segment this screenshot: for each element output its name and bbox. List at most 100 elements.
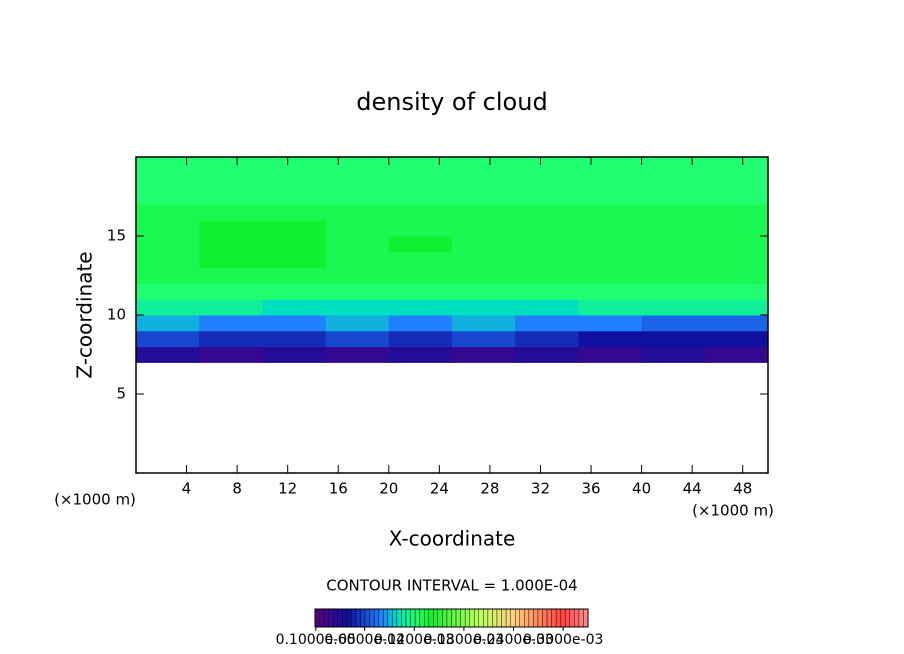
colorbar-swatch [446,608,452,628]
heatmap-cell [452,204,516,221]
heatmap-cell [452,315,516,332]
heatmap-cell [199,315,263,332]
heatmap-cell [199,251,263,269]
heatmap-cell [452,188,516,205]
colorbar-swatch [414,608,420,628]
x-tick-label: 8 [232,480,242,498]
heatmap-cell [704,299,769,316]
colorbar-swatch [333,608,338,628]
heatmap-cell [199,204,263,221]
heatmap-cell [388,283,453,300]
heatmap-cell [325,299,390,316]
heatmap-cell [136,157,200,174]
colorbar-swatch [401,608,407,628]
x-tick-label: 24 [430,480,449,498]
heatmap-cell [199,236,263,253]
heatmap-cell [641,204,706,221]
x-tick-label: 32 [531,480,550,498]
colorbar-swatch [387,608,393,628]
heatmap-cell [325,330,390,348]
colorbar-swatch [560,608,566,628]
y-tick-label: 10 [107,306,126,324]
heatmap-cell [388,315,453,332]
heatmap-cell [325,157,390,174]
heatmap-cell [641,330,706,348]
heatmap-cell [325,346,390,363]
heatmap-cell [641,220,706,237]
heatmap-cell [262,204,327,221]
x-unit: (×1000 m) [692,502,774,520]
colorbar-swatch [396,608,402,628]
colorbar-swatch [405,608,411,628]
heatmap-cell [515,220,579,237]
contour-interval: CONTOUR INTERVAL = 1.000E-04 [326,577,577,595]
heatmap-cell [578,172,643,190]
heatmap-cell [641,283,706,300]
colorbar-swatch [519,608,525,628]
heatmap-cell [199,267,263,284]
x-tick-label: 40 [632,480,651,498]
colorbar-swatch [378,608,384,628]
colorbar-swatch [565,608,571,628]
heatmap-cell [199,330,263,348]
heatmap-cell [136,204,200,221]
heatmap-cell [199,220,263,237]
colorbar-swatch [328,608,334,628]
colorbar-swatch [428,608,434,628]
heatmap-cell [199,346,263,363]
x-axis-label: X-coordinate [389,527,516,551]
colorbar-swatch [501,608,507,628]
heatmap-cell [452,283,516,300]
colorbar-swatch [346,608,352,628]
heatmap-cell [388,330,453,348]
colorbar-tick-label: 0.6000e-04 [324,632,405,648]
heatmap-cell [199,188,263,205]
heatmap-cell [515,346,579,363]
colorbar-swatch [524,608,530,628]
colorbar-swatch [505,608,511,628]
colorbar-swatch [460,608,466,628]
heatmap-cell [136,236,200,253]
colorbar-swatch [419,608,425,628]
x-tick-label: 48 [733,480,752,498]
heatmap-cell [578,220,643,237]
heatmap-cell [262,315,327,332]
colorbar-swatch [464,608,470,628]
colorbar-tick-label: 0.1000e-05 [276,632,356,648]
colorbar-swatch [360,608,366,628]
heatmap-cell [515,283,579,300]
colorbar-swatch [537,608,543,628]
heatmap-cell [641,157,706,174]
heatmap-cell [578,330,643,348]
heatmap-cell [578,299,643,316]
heatmap-cell [515,204,579,221]
heatmap-cell [325,204,390,221]
heatmap-cell [325,267,390,284]
heatmap-cell [136,188,200,205]
heatmap-cell [136,346,200,363]
heatmap-cell [641,346,706,363]
heatmap-cell [515,172,579,190]
heatmap-cell [388,220,453,237]
heatmap-cell [262,172,327,190]
colorbar-swatch [496,608,502,628]
heatmap-cell [641,172,706,190]
heatmap-cell [262,251,327,269]
heatmap-cell [262,157,327,174]
y-unit: (×1000 m) [54,491,136,509]
heatmap-cell [641,188,706,205]
heatmap-cell [199,283,263,300]
heatmap-cell [704,157,769,174]
heatmap-cell [325,172,390,190]
heatmap-cell [388,251,453,269]
heatmap-cell [136,283,200,300]
colorbar-swatch [342,608,348,628]
colorbar-swatch [437,608,443,628]
heatmap-cell [578,236,643,253]
colorbar-swatch [455,608,461,628]
heatmap-cell [578,315,643,332]
colorbar-swatch [314,608,320,628]
heatmap-cell [388,346,453,363]
y-tick-label: 5 [116,385,126,403]
heatmap-cell [578,283,643,300]
